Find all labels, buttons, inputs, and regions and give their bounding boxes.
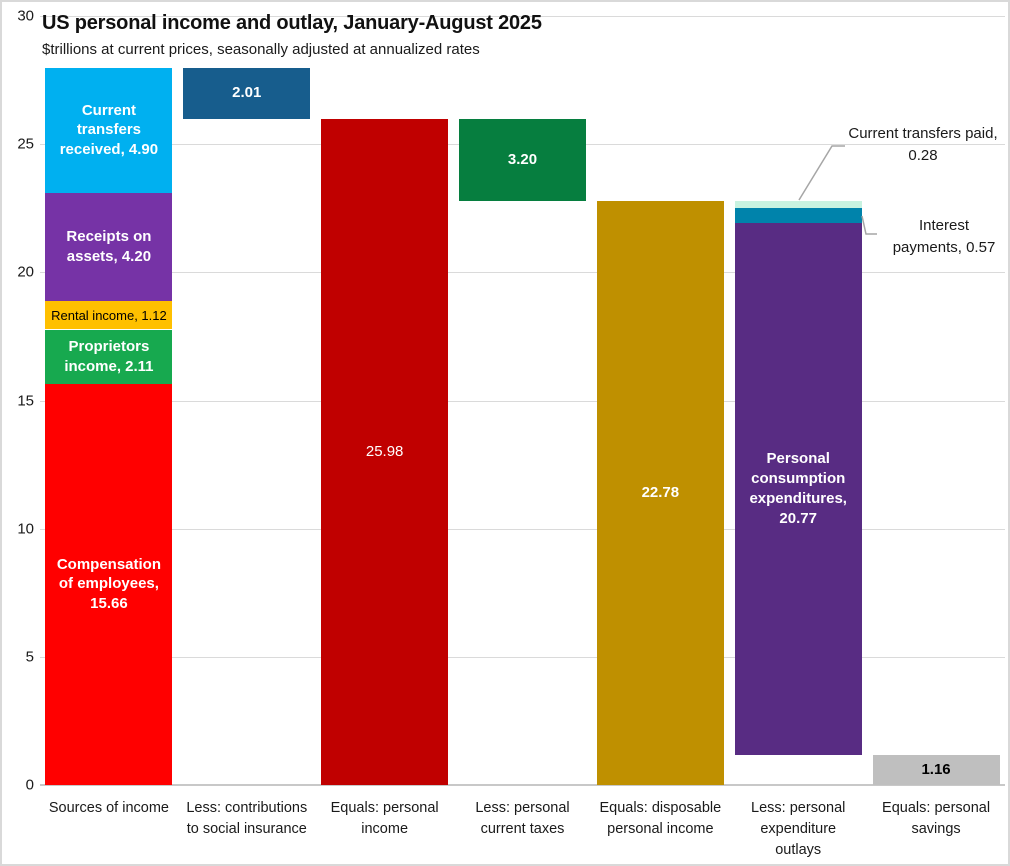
annotation-line: payments, 0.57 (892, 239, 996, 256)
bar-segment-proprietors-income: Proprietors income, 2.11 (45, 329, 173, 384)
gridline (40, 16, 1005, 17)
bar-segment-personal-savings: 1.16 (872, 755, 1000, 785)
annotation-line: 0.28 (908, 147, 938, 164)
x-axis-label-line: Less: contributions (186, 800, 308, 816)
y-axis-tick-label: 30 (17, 7, 34, 25)
bar-label-current-transfers-received: Current transfers received, 4.90 (59, 101, 159, 159)
bar-segment-disposable-personal-income: 22.78 (596, 201, 724, 785)
y-axis-tick-label: 10 (17, 520, 34, 538)
bar-label-receipts-on-assets: Receipts on assets, 4.20 (66, 228, 152, 265)
x-axis-label: Less: personal current taxes (448, 798, 598, 840)
x-axis-label-line: current taxes (480, 821, 565, 837)
bar-segment-personal-consumption-expenditures: Personal consumption expenditures, 20.77 (734, 222, 862, 756)
x-axis-label-line: personal income (607, 821, 714, 837)
annotation-line: Current transfers paid, (848, 125, 998, 142)
bar-segment-personal-current-taxes: 3.20 (459, 119, 586, 202)
x-axis-label-line: to social insurance (186, 821, 307, 837)
bar-segment-current-transfers-received: Current transfers received, 4.90 (45, 67, 173, 194)
bar-label-personal-income: 25.98 (365, 443, 404, 461)
x-axis-label-line: Equals: disposable (599, 800, 722, 816)
x-axis-label-line: Equals: personal (882, 800, 991, 816)
bar-label-proprietors-income: Proprietors income, 2.11 (64, 337, 154, 375)
bar-label-disposable-personal-income: 22.78 (641, 484, 680, 502)
annotation-line: Interest (918, 217, 970, 234)
gridline (40, 400, 1005, 402)
x-axis-label: Equals: disposable personal income (585, 798, 735, 840)
x-axis-label-line: Less: personal (751, 800, 846, 816)
leader-line (861, 215, 877, 235)
bar-segment-current-transfers-paid (734, 201, 862, 209)
bar-segment-compensation-of-employees: Compensation of employees, 15.66 (45, 383, 173, 785)
bar-segment-interest-payments (734, 208, 862, 223)
x-axis-label: Equals: personal income (310, 798, 460, 840)
x-axis-label-line: savings (911, 821, 961, 837)
bar-segment-contributions-to-social-insurance: 2.01 (183, 67, 311, 120)
x-axis-label: Less: personal expenditure outlays (723, 798, 873, 861)
bar-label-personal-current-taxes: 3.20 (507, 151, 538, 169)
bar-label-contributions-to-social-insurance: 2.01 (232, 84, 262, 102)
bar-label-compensation-of-employees: Compensation of employees, 15.66 (56, 555, 162, 613)
bar-segment-personal-income: 25.98 (321, 119, 449, 785)
chart-subtitle: $trillions at current prices, seasonally… (42, 41, 480, 58)
x-axis-label-line: expenditure (760, 821, 837, 837)
bar-segment-receipts-on-assets: Receipts on assets, 4.20 (45, 193, 173, 301)
bar-label-personal-savings: 1.16 (921, 761, 951, 779)
gridline (40, 272, 1005, 274)
x-axis-label-line: outlays (775, 842, 822, 858)
y-axis-tick-label: 20 (17, 263, 34, 281)
chart-title: US personal income and outlay, January-A… (42, 12, 542, 34)
x-axis-label: Sources of income (34, 798, 184, 819)
x-axis-line (40, 784, 1005, 786)
gridline (40, 528, 1005, 530)
x-axis-label: Less: contributions to social insurance (172, 798, 322, 840)
y-axis-tick-label: 25 (17, 135, 34, 153)
bar-label-personal-consumption-expenditures: Personal consumption expenditures, 20.77 (749, 450, 847, 527)
annotation-current-transfers-paid: Current transfers paid, 0.28 (838, 123, 1008, 167)
x-axis-label-line: Sources of income (48, 800, 169, 816)
y-axis-tick-label: 0 (25, 776, 34, 794)
y-axis-tick-label: 15 (17, 392, 34, 409)
gridline (40, 656, 1005, 658)
bar-segment-rental-income: Rental income, 1.12 (45, 300, 173, 330)
bar-label-rental-income: Rental income, 1.12 (51, 307, 167, 323)
x-axis-label-line: Less: personal (475, 800, 570, 816)
x-axis-label: Equals: personal savings (861, 798, 1008, 840)
x-axis-label-line: Equals: personal (330, 800, 439, 816)
x-axis-label-line: income (361, 821, 409, 837)
y-axis-tick-label: 5 (25, 648, 34, 666)
annotation-interest-payments: Interest payments, 0.57 (880, 215, 1008, 259)
